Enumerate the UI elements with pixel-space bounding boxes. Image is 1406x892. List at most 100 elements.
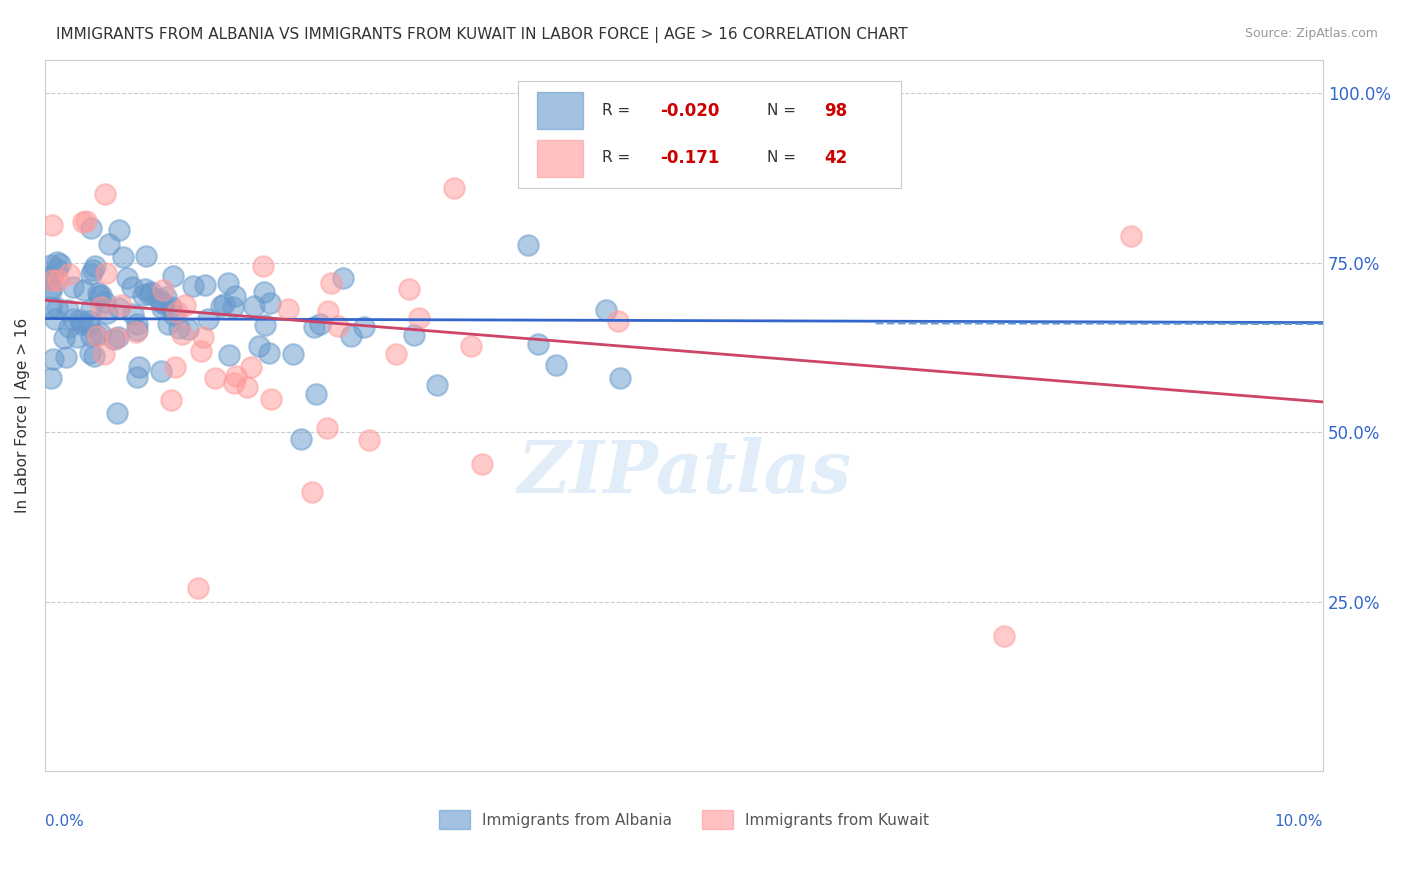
Point xyxy=(609,371,631,385)
Point xyxy=(326,319,349,334)
Point xyxy=(110,298,132,312)
Point xyxy=(159,301,181,315)
Point xyxy=(252,259,274,273)
Point xyxy=(39,300,62,314)
Point xyxy=(121,280,143,294)
Point xyxy=(93,294,115,309)
Point xyxy=(148,292,170,306)
Point xyxy=(87,286,110,301)
Point xyxy=(218,348,240,362)
Point xyxy=(170,327,193,342)
Point xyxy=(55,350,77,364)
Point xyxy=(150,301,173,315)
Point xyxy=(138,287,160,301)
Point xyxy=(460,338,482,352)
Point xyxy=(224,289,246,303)
Point xyxy=(79,346,101,360)
Point xyxy=(225,369,247,384)
Point xyxy=(73,284,96,298)
Point xyxy=(84,328,107,343)
Point xyxy=(82,263,104,277)
Point xyxy=(235,380,257,394)
Point xyxy=(108,301,131,315)
Point xyxy=(58,268,80,282)
Point xyxy=(155,290,177,304)
Point xyxy=(214,296,236,310)
Point xyxy=(77,314,100,328)
Point xyxy=(190,344,212,359)
Point xyxy=(56,302,79,317)
Point xyxy=(277,301,299,316)
Point xyxy=(105,406,128,420)
Point xyxy=(66,329,89,343)
Point xyxy=(217,276,239,290)
Point xyxy=(187,582,209,596)
Point xyxy=(211,299,233,313)
Point xyxy=(80,302,103,317)
Point xyxy=(72,215,94,229)
Point xyxy=(607,313,630,327)
Point xyxy=(134,282,156,296)
Point xyxy=(243,299,266,313)
Point xyxy=(177,322,200,336)
Point xyxy=(94,187,117,202)
Point xyxy=(108,223,131,237)
Point xyxy=(39,285,62,299)
Point xyxy=(353,320,375,334)
Point xyxy=(150,294,173,309)
Point xyxy=(222,300,245,314)
Point xyxy=(471,457,494,471)
Point xyxy=(197,311,219,326)
Point xyxy=(62,280,84,294)
Point xyxy=(159,393,181,408)
Point xyxy=(222,376,245,391)
Point xyxy=(315,421,337,435)
Point xyxy=(259,296,281,310)
Point xyxy=(167,321,190,335)
Point xyxy=(77,318,100,332)
Point xyxy=(39,371,62,385)
Point xyxy=(89,326,111,341)
Point xyxy=(339,329,361,343)
Point xyxy=(384,347,406,361)
Point xyxy=(181,278,204,293)
Point xyxy=(90,288,112,302)
Text: IMMIGRANTS FROM ALBANIA VS IMMIGRANTS FROM KUWAIT IN LABOR FORCE | AGE > 16 CORR: IMMIGRANTS FROM ALBANIA VS IMMIGRANTS FR… xyxy=(56,27,908,43)
Point xyxy=(41,218,63,232)
Point xyxy=(107,330,129,344)
Point xyxy=(94,266,117,280)
Point xyxy=(62,311,84,326)
Point xyxy=(46,261,69,276)
Point xyxy=(103,332,125,346)
Point xyxy=(252,285,274,300)
Point xyxy=(546,358,568,372)
Point xyxy=(152,283,174,297)
Point xyxy=(135,249,157,263)
Point xyxy=(125,317,148,331)
Point xyxy=(595,302,617,317)
Point xyxy=(162,268,184,283)
Point xyxy=(86,329,108,343)
Point xyxy=(84,259,107,273)
Point xyxy=(105,330,128,344)
Point xyxy=(194,278,217,293)
Point xyxy=(96,306,118,320)
Point xyxy=(174,298,197,312)
Point xyxy=(69,313,91,327)
Point xyxy=(156,317,179,331)
Point xyxy=(398,282,420,296)
Point xyxy=(45,301,67,315)
Legend: Immigrants from Albania, Immigrants from Kuwait: Immigrants from Albania, Immigrants from… xyxy=(433,804,935,835)
Point xyxy=(131,288,153,302)
Point xyxy=(125,325,148,339)
Point xyxy=(75,213,97,227)
Point xyxy=(332,271,354,285)
Point xyxy=(153,296,176,310)
Y-axis label: In Labor Force | Age > 16: In Labor Force | Age > 16 xyxy=(15,318,31,513)
Point xyxy=(128,360,150,375)
Text: ZIPatlas: ZIPatlas xyxy=(517,437,851,508)
Point xyxy=(39,281,62,295)
Point xyxy=(526,337,548,351)
Point xyxy=(125,323,148,337)
Point xyxy=(408,311,430,326)
